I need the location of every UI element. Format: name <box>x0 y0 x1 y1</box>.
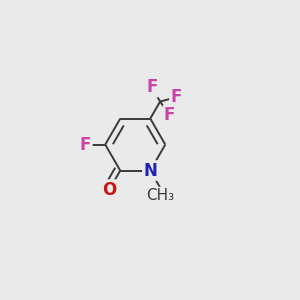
Text: CH₃: CH₃ <box>146 188 174 202</box>
Text: O: O <box>102 181 116 199</box>
Text: N: N <box>143 162 157 180</box>
Text: F: F <box>146 78 158 96</box>
Text: F: F <box>170 88 182 106</box>
Text: F: F <box>164 106 175 124</box>
Text: F: F <box>80 136 91 154</box>
